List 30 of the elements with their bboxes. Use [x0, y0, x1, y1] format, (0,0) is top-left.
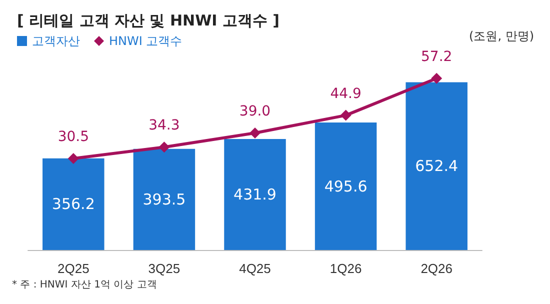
data-label: 57.2: [421, 48, 452, 65]
data-label: 30.5: [58, 129, 89, 145]
data-label: 652.4: [415, 157, 458, 176]
x-tick-label: 3Q25: [148, 261, 180, 276]
x-tick-label: 2Q26: [420, 261, 453, 276]
point: [340, 110, 352, 121]
point: [158, 142, 170, 153]
data-label: 44.9: [330, 86, 362, 102]
point: [68, 153, 79, 164]
data-label: 431.9: [234, 185, 276, 204]
bar: [314, 122, 377, 250]
bar: [133, 148, 196, 250]
chart-title: [ 리테일 고객 자산 및 HNWI 고객수 ]: [17, 12, 280, 30]
point: [250, 128, 260, 138]
data-label: 34.3: [148, 118, 180, 134]
legend-label: 고객자산: [32, 34, 80, 48]
x-tick-label: 1Q26: [330, 261, 362, 276]
bar: [406, 82, 468, 250]
x-tick-label: 2Q25: [57, 261, 90, 276]
data-label: 356.2: [52, 195, 95, 214]
text: * 주 : HNWI 자산 1억 이상 고객: [12, 280, 157, 290]
x-tick-label: 4Q25: [239, 261, 271, 276]
legend-label: HNWI 고객수: [109, 34, 182, 48]
data-label: 39.0: [239, 104, 271, 120]
text: (조원, 만명): [469, 29, 534, 43]
data-label: 393.5: [142, 190, 186, 208]
bar: [224, 138, 286, 250]
point: [431, 72, 442, 84]
data-label: 495.6: [324, 177, 368, 196]
bar: [42, 158, 104, 250]
